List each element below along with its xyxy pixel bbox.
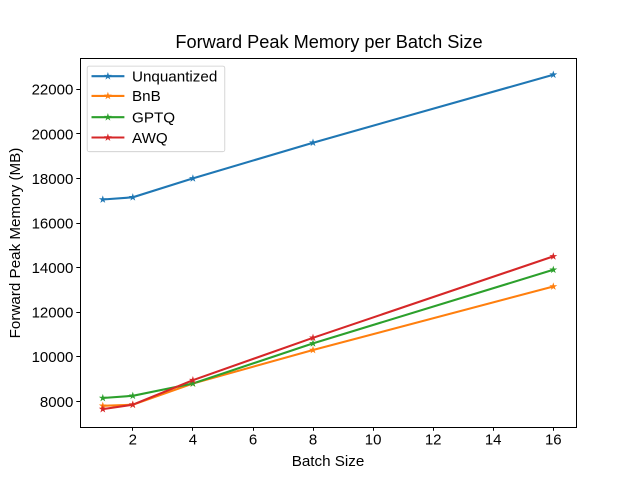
svg-text:12000: 12000 — [32, 305, 74, 322]
svg-text:14: 14 — [485, 432, 502, 449]
svg-text:6: 6 — [249, 432, 257, 449]
svg-text:2: 2 — [129, 432, 137, 449]
svg-text:AWQ: AWQ — [132, 130, 168, 147]
svg-text:BnB: BnB — [132, 88, 161, 105]
svg-text:14000: 14000 — [32, 260, 74, 277]
svg-text:4: 4 — [189, 432, 197, 449]
svg-text:20000: 20000 — [32, 126, 74, 143]
svg-text:10000: 10000 — [32, 349, 74, 366]
svg-text:Batch Size: Batch Size — [292, 453, 365, 470]
svg-text:Forward Peak Memory (MB): Forward Peak Memory (MB) — [7, 148, 24, 339]
svg-text:GPTQ: GPTQ — [132, 110, 175, 127]
svg-text:16000: 16000 — [32, 216, 74, 233]
svg-text:Unquantized: Unquantized — [132, 69, 217, 86]
svg-text:12: 12 — [425, 432, 442, 449]
svg-text:Forward Peak Memory per Batch: Forward Peak Memory per Batch Size — [175, 32, 482, 52]
svg-text:22000: 22000 — [32, 82, 74, 99]
svg-text:18000: 18000 — [32, 171, 74, 188]
svg-text:10: 10 — [365, 432, 382, 449]
svg-text:16: 16 — [545, 432, 562, 449]
svg-text:8: 8 — [309, 432, 317, 449]
svg-text:8000: 8000 — [40, 394, 73, 411]
